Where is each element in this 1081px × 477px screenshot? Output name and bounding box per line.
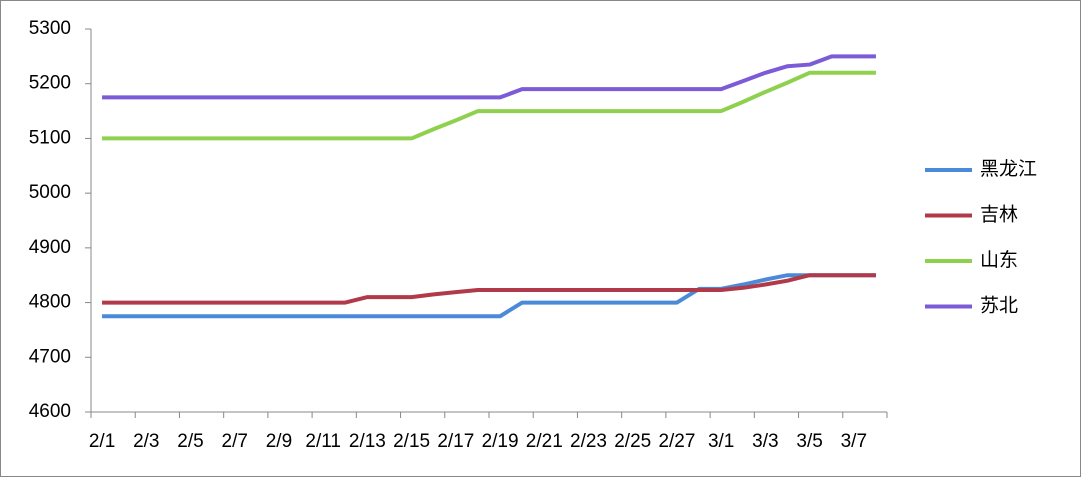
x-tick-label: 2/11 xyxy=(305,431,341,452)
x-tick-label: 2/9 xyxy=(266,431,292,452)
x-tick-label: 2/3 xyxy=(133,431,159,452)
series-line xyxy=(102,273,876,319)
series-line xyxy=(102,273,876,305)
x-tick-label: 2/15 xyxy=(393,431,430,452)
x-tick-label: 2/5 xyxy=(177,431,203,452)
series-line xyxy=(102,54,876,100)
x-tick-label: 2/21 xyxy=(526,431,563,452)
x-tick-label: 3/3 xyxy=(752,431,778,452)
y-tick-label: 5200 xyxy=(29,73,71,94)
x-tick-label: 2/25 xyxy=(614,431,651,452)
y-tick-label: 4600 xyxy=(29,401,71,422)
y-tick-label: 4700 xyxy=(29,346,71,367)
x-tick-label: 3/7 xyxy=(841,431,867,452)
y-tick-label: 4800 xyxy=(29,292,71,313)
x-tick-label: 3/5 xyxy=(796,431,822,452)
legend-label: 苏北 xyxy=(980,295,1018,317)
legend-label: 吉林 xyxy=(980,204,1018,226)
x-tick-label: 3/1 xyxy=(708,431,734,452)
series-line xyxy=(102,70,876,141)
y-tick-label: 5100 xyxy=(29,127,71,148)
y-tick-label: 4900 xyxy=(29,237,71,258)
x-tick-label: 2/27 xyxy=(658,431,695,452)
y-tick-label: 5000 xyxy=(29,182,71,203)
x-tick-label: 2/17 xyxy=(437,431,474,452)
legend-label: 黑龙江 xyxy=(980,158,1037,180)
x-tick-label: 2/23 xyxy=(570,431,607,452)
x-tick-label: 2/19 xyxy=(482,431,519,452)
x-tick-label: 2/7 xyxy=(222,431,248,452)
x-tick-label: 2/13 xyxy=(349,431,386,452)
x-tick-label: 2/1 xyxy=(89,431,115,452)
legend-label: 山东 xyxy=(980,249,1018,271)
y-tick-label: 5300 xyxy=(29,18,71,39)
